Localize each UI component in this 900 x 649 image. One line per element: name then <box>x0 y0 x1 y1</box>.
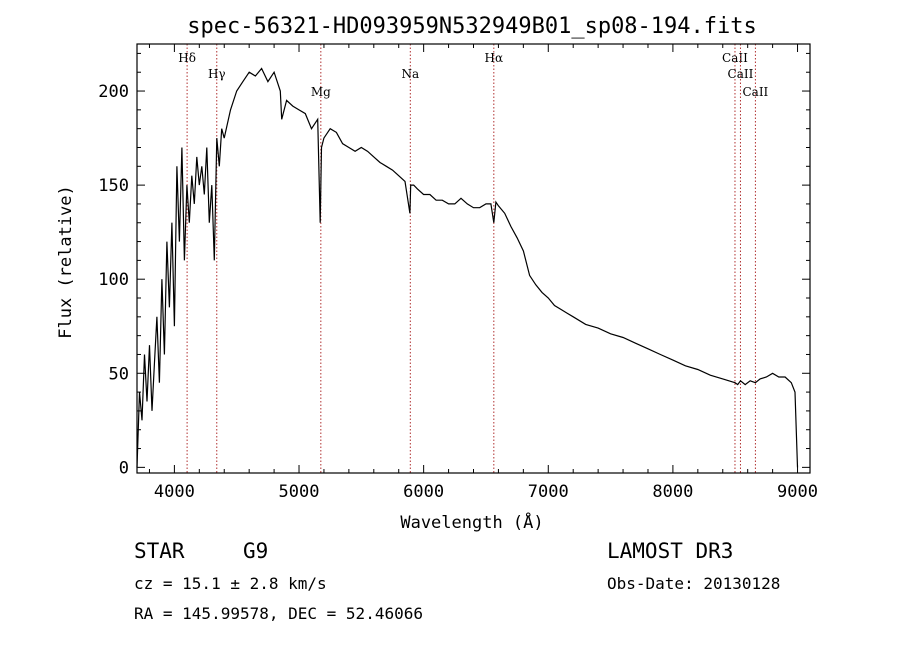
object-class: STAR <box>134 539 185 563</box>
spectral-line-label: CaII <box>742 85 768 99</box>
spectrum-line <box>136 67 799 468</box>
spectral-line-label: Hα <box>485 51 504 65</box>
spectral-line-label: Na <box>401 67 419 81</box>
plot-frame <box>136 43 811 474</box>
spectral-line-label: Hδ <box>178 51 196 65</box>
spectral-line-label: CaII <box>728 67 754 81</box>
obs-date-text: Obs-Date: 20130128 <box>607 574 781 593</box>
x-tick-label: 4000 <box>154 482 195 502</box>
x-tick-label: 9000 <box>777 482 818 502</box>
x-tick-label: 8000 <box>652 482 693 502</box>
y-tick-label: 50 <box>109 364 129 384</box>
object-subclass: G9 <box>243 539 269 563</box>
spectral-line-label: Mg <box>311 85 331 99</box>
x-axis-ticks: 4000 5000 6000 7000 8000 9000 <box>148 44 818 502</box>
y-axis-label: Flux (relative) <box>56 185 76 339</box>
spectral-lines-layer: Hδ Hγ Mg Na Hα CaII CaII CaII <box>178 44 769 473</box>
x-tick-label: 7000 <box>528 482 569 502</box>
y-tick-label: 200 <box>98 82 129 102</box>
spectral-line-label: Hγ <box>208 67 226 81</box>
coordinates-text: RA = 145.99578, DEC = 52.46066 <box>134 604 423 623</box>
y-axis-ticks: 0 50 100 150 200 <box>98 52 810 478</box>
x-tick-label: 6000 <box>403 482 444 502</box>
survey-label: LAMOST DR3 <box>607 539 734 563</box>
y-tick-label: 100 <box>98 270 129 290</box>
y-tick-label: 150 <box>98 176 129 196</box>
chart-title: spec-56321-HD093959N532949B01_sp08-194.f… <box>187 14 757 39</box>
x-axis-label: Wavelength (Å) <box>400 511 543 533</box>
x-tick-label: 5000 <box>279 482 320 502</box>
spectrum-layer <box>136 67 799 468</box>
redshift-text: cz = 15.1 ± 2.8 km/s <box>134 574 327 593</box>
spectral-line-label: CaII <box>722 51 748 65</box>
y-tick-label: 0 <box>119 458 129 478</box>
